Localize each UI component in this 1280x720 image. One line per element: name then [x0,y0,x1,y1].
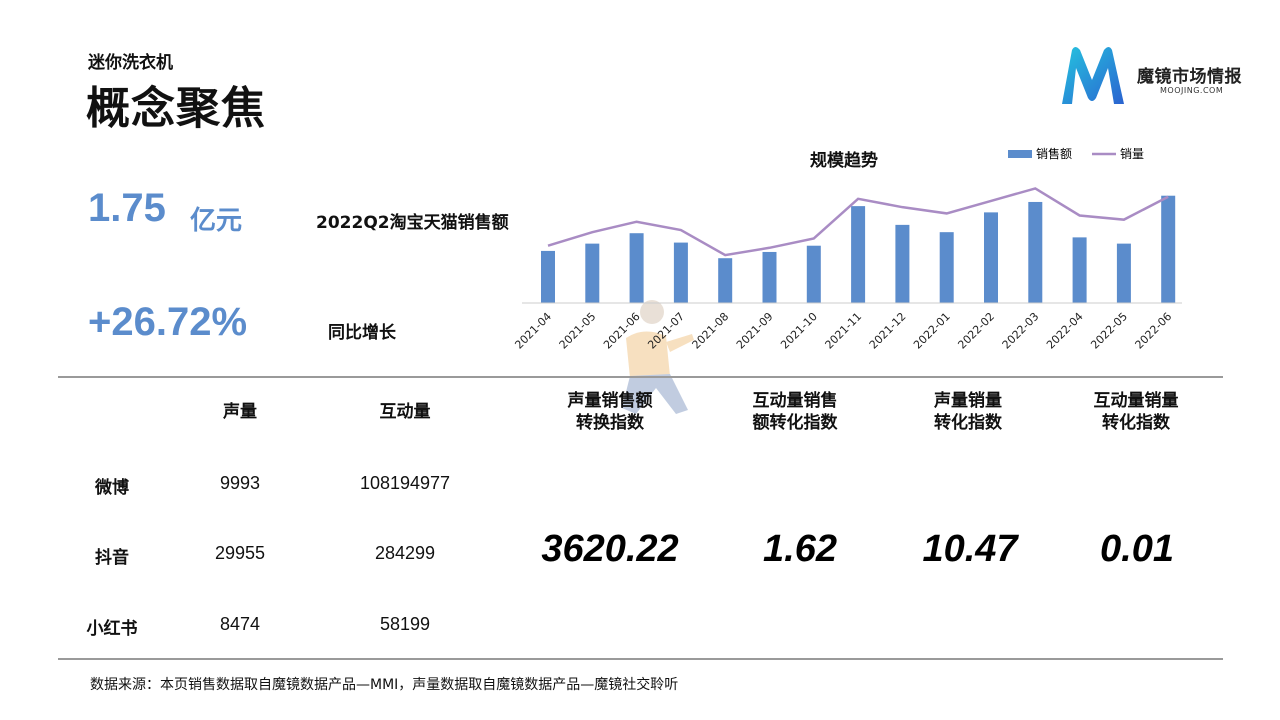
x-tick-label: 2021-09 [734,310,776,352]
growth-value: +26.72% [88,300,248,344]
sales-bar-2021-10 [806,245,821,303]
sales-bar-2021-08 [718,258,733,303]
sales-bar-2022-01 [939,232,954,303]
metric-header-3: 声量销量 转化指数 [934,391,1002,433]
sales-bar-2021-11 [851,206,866,303]
brand-domain: MOOJING.COM [1160,86,1224,95]
metric-header-1: 声量销售额 转换指数 [567,391,653,433]
chart-legend: 销售额 销量 [1008,146,1144,161]
x-tick-label: 2021-10 [778,310,820,352]
sales-bar-2021-06 [629,233,644,303]
x-tick-label: 2022-04 [1044,310,1086,352]
metric-value-2: 1.62 [763,528,837,570]
page-subtitle: 迷你洗衣机 [88,53,173,73]
table-top-divider [58,376,1223,378]
brand-name: 魔镜市场情报 [1137,67,1242,87]
weibo-voice: 9993 [219,473,261,493]
metric-value-1: 3620.22 [541,528,679,570]
column-header-interaction: 互动量 [379,402,431,422]
column-header-voice: 声量 [223,402,257,422]
xiaohongshu-voice: 8474 [219,614,261,634]
sales-bar-2022-06 [1161,195,1176,303]
metric-header-4: 互动量销量 转化指数 [1093,391,1179,433]
chart-title: 规模趋势 [810,150,878,171]
sales-bar-2022-02 [984,212,998,303]
sales-bar-2021-12 [895,224,910,303]
legend-sales-swatch [1008,150,1032,158]
sales-bar-2021-07 [673,242,688,303]
metric-value-4: 0.01 [1100,528,1174,570]
sales-bar-2021-04 [541,250,555,303]
weibo-interaction: 108194977 [359,473,451,493]
table-bottom-divider [58,658,1223,660]
row-label-weibo: 微博 [95,478,129,498]
x-tick-label: 2022-01 [911,310,953,352]
sales-unit: 亿元 [190,205,243,235]
volume-line [547,187,1169,257]
x-tick-label: 2021-07 [645,310,687,352]
sales-bar-2022-03 [1028,201,1043,303]
x-tick-label: 2021-05 [557,310,599,352]
person-illustration-icon [622,300,694,414]
brand-logo-icon [1062,47,1124,104]
x-tick-label: 2021-11 [823,310,865,352]
x-tick-label: 2022-03 [1000,310,1042,352]
legend-volume-label: 销量 [1120,147,1144,161]
legend-sales-label: 销售额 [1036,146,1072,161]
xiaohongshu-interaction: 58199 [379,614,431,634]
metric-header-2: 互动量销售 额转化指数 [752,391,838,433]
row-label-douyin: 抖音 [95,548,129,568]
x-tick-label: 2022-05 [1088,310,1130,352]
metric-value-3: 10.47 [922,528,1018,570]
sales-label: 2022Q2淘宝天猫销售额 [316,213,509,233]
sales-bar-2021-05 [585,243,600,303]
x-tick-label: 2021-08 [690,310,732,352]
growth-label: 同比增长 [328,323,396,343]
x-tick-label: 2022-02 [955,310,997,352]
sales-bar-2021-09 [762,251,777,303]
sales-bar-2022-05 [1116,243,1131,303]
x-tick-label: 2021-12 [867,310,909,352]
douyin-voice: 29955 [214,543,266,563]
x-tick-label: 2021-04 [512,310,554,352]
page-title: 概念聚焦 [86,83,266,134]
x-tick-label: 2021-06 [601,310,643,352]
sales-value: 1.75 [88,186,166,230]
douyin-interaction: 284299 [374,543,436,563]
data-source-note: 数据来源：本页销售数据取自魔镜数据产品—MMI，声量数据取自魔镜数据产品—魔镜社… [90,677,679,693]
x-tick-label: 2022-06 [1133,310,1175,352]
sales-bar-2022-04 [1072,237,1087,303]
row-label-xiaohongshu: 小红书 [86,619,138,639]
trend-chart: 规模趋势 销售额 销量 2021-04 2021-05 2021-06 2021-07 2… [512,146,1182,352]
